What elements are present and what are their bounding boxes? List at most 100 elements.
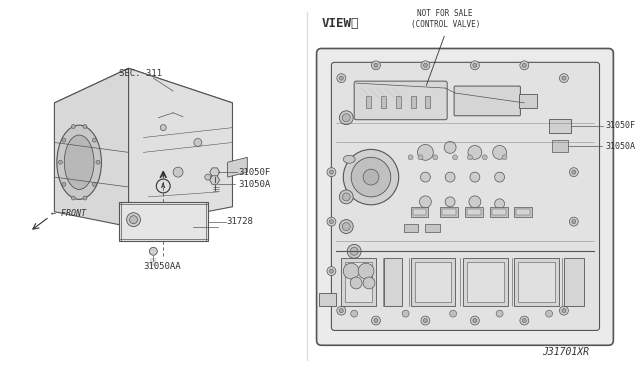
Circle shape: [496, 310, 503, 317]
Circle shape: [127, 213, 141, 227]
Bar: [552, 141, 568, 153]
Circle shape: [339, 111, 353, 125]
Circle shape: [348, 244, 361, 258]
Polygon shape: [319, 293, 337, 306]
Bar: [426, 224, 440, 231]
Circle shape: [351, 310, 358, 317]
Circle shape: [559, 74, 568, 83]
FancyBboxPatch shape: [332, 62, 600, 330]
Circle shape: [363, 169, 379, 185]
Circle shape: [495, 172, 504, 182]
Circle shape: [502, 155, 507, 160]
Polygon shape: [228, 157, 247, 177]
Circle shape: [408, 155, 413, 160]
Circle shape: [520, 316, 529, 325]
Bar: [341, 258, 376, 306]
Circle shape: [342, 114, 350, 122]
Circle shape: [205, 174, 211, 180]
Circle shape: [327, 217, 336, 226]
Circle shape: [92, 138, 97, 142]
Circle shape: [96, 160, 100, 164]
Text: VIEWⒶ: VIEWⒶ: [321, 17, 359, 30]
Circle shape: [342, 222, 350, 231]
Text: SEC. 311: SEC. 311: [118, 69, 162, 78]
Circle shape: [71, 125, 76, 128]
Circle shape: [417, 144, 433, 160]
Circle shape: [358, 263, 374, 279]
Circle shape: [357, 277, 365, 285]
Text: 31728: 31728: [227, 217, 253, 226]
Bar: [411, 258, 455, 306]
Bar: [467, 209, 481, 215]
Circle shape: [402, 310, 409, 317]
Circle shape: [71, 196, 76, 200]
Circle shape: [330, 219, 333, 224]
Circle shape: [470, 172, 480, 182]
Circle shape: [522, 318, 526, 323]
Polygon shape: [54, 68, 232, 138]
Circle shape: [572, 269, 576, 273]
Circle shape: [330, 170, 333, 174]
Polygon shape: [210, 176, 220, 185]
Bar: [404, 224, 419, 231]
Circle shape: [419, 196, 431, 208]
Circle shape: [562, 76, 566, 80]
Circle shape: [473, 318, 477, 323]
Bar: [520, 94, 537, 108]
Circle shape: [444, 141, 456, 153]
Bar: [413, 209, 426, 215]
Circle shape: [495, 199, 504, 209]
Circle shape: [418, 155, 423, 160]
Circle shape: [330, 269, 333, 273]
Circle shape: [493, 145, 506, 159]
Bar: [465, 207, 483, 217]
Circle shape: [424, 63, 428, 67]
Circle shape: [562, 309, 566, 312]
Bar: [549, 119, 571, 132]
Circle shape: [470, 316, 479, 325]
Circle shape: [570, 168, 579, 177]
Circle shape: [83, 196, 87, 200]
Circle shape: [450, 310, 456, 317]
Circle shape: [371, 316, 380, 325]
Circle shape: [559, 306, 568, 315]
Circle shape: [468, 145, 482, 159]
Circle shape: [572, 170, 576, 174]
Text: 31050A: 31050A: [605, 142, 636, 151]
Bar: [345, 262, 372, 302]
Circle shape: [483, 155, 487, 160]
Circle shape: [546, 310, 552, 317]
Circle shape: [424, 318, 428, 323]
Circle shape: [160, 125, 166, 131]
Circle shape: [350, 277, 362, 289]
Circle shape: [337, 74, 346, 83]
Circle shape: [374, 318, 378, 323]
Ellipse shape: [64, 135, 94, 189]
Circle shape: [570, 267, 579, 276]
Bar: [515, 207, 532, 217]
Text: 31050A: 31050A: [239, 180, 271, 189]
Bar: [516, 209, 531, 215]
Bar: [381, 96, 386, 108]
FancyBboxPatch shape: [354, 81, 447, 120]
Circle shape: [363, 277, 375, 289]
Text: A: A: [161, 183, 165, 189]
Polygon shape: [210, 168, 220, 176]
Circle shape: [327, 267, 336, 276]
Text: 31050AA: 31050AA: [143, 262, 181, 271]
Circle shape: [194, 138, 202, 147]
Circle shape: [420, 172, 430, 182]
Circle shape: [445, 197, 455, 207]
Bar: [384, 258, 402, 306]
Circle shape: [351, 157, 391, 197]
Circle shape: [374, 63, 378, 67]
Bar: [564, 258, 584, 306]
Ellipse shape: [343, 155, 355, 163]
Circle shape: [445, 172, 455, 182]
FancyBboxPatch shape: [317, 48, 613, 345]
Circle shape: [470, 61, 479, 70]
Circle shape: [342, 193, 350, 201]
Circle shape: [339, 309, 343, 312]
Circle shape: [58, 160, 62, 164]
Bar: [463, 258, 508, 306]
